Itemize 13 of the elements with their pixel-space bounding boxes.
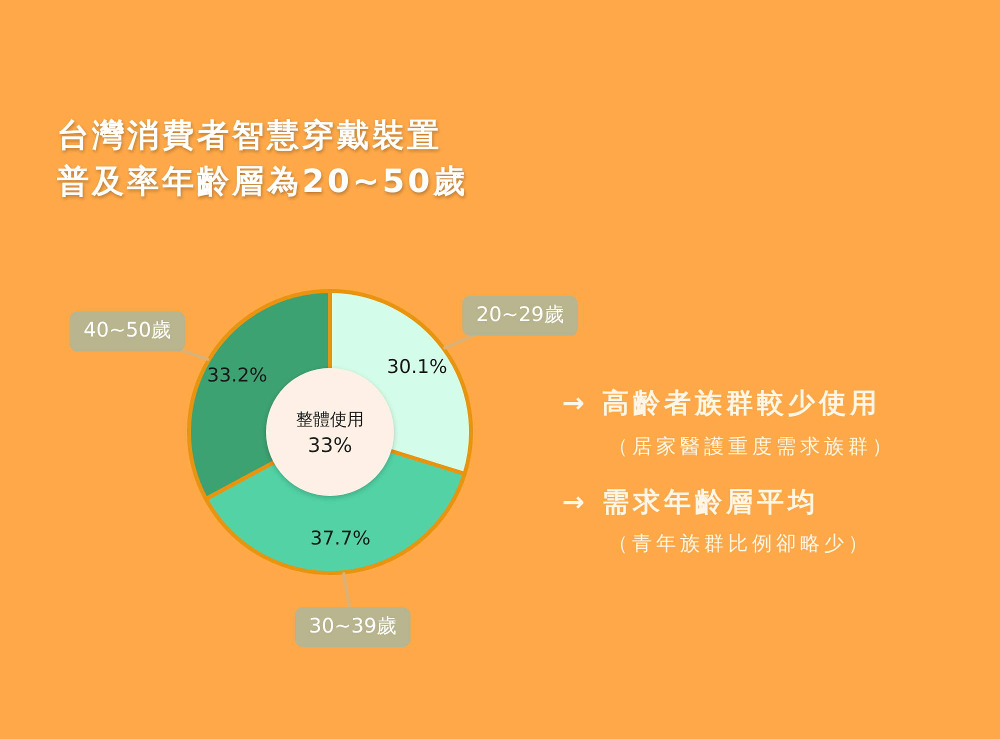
text: 33% xyxy=(306,433,354,458)
text: （居家醫護重度需求族群） xyxy=(608,433,896,460)
slice-label: 40~50歲 xyxy=(84,318,172,342)
data-label: 37.7% xyxy=(310,528,371,550)
text: → 需求年齡層平均 xyxy=(562,486,820,520)
slice-label: 30~39歲 xyxy=(308,613,397,638)
text: （青年族群比例卻略少） xyxy=(608,530,872,557)
data-label: 33.2% xyxy=(206,364,268,387)
text: → 高齡者族群較少使用 xyxy=(562,387,882,421)
text: 整體使用 xyxy=(295,409,365,432)
chart-title: 台灣消費者智慧穿戴裝置普及率年齡層為20~50歲 xyxy=(57,115,469,202)
slice-label: 20~29歲 xyxy=(476,302,564,326)
data-label: 30.1% xyxy=(386,356,448,378)
